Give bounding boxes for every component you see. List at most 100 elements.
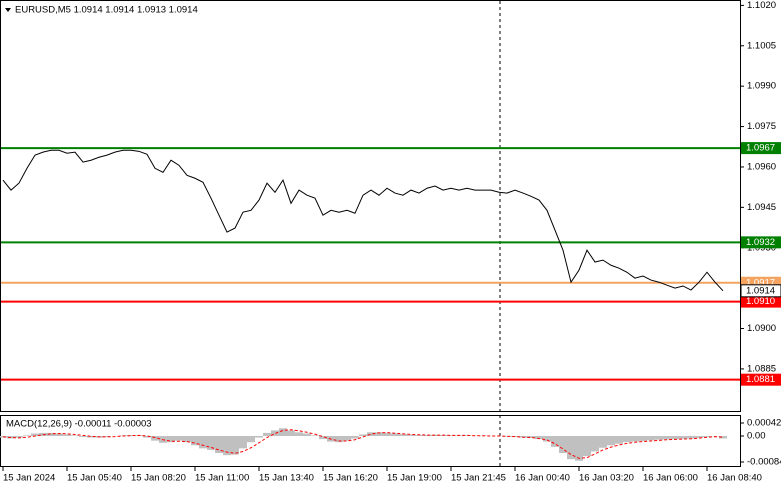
level-label: 1.0917 [746,277,775,288]
macd-bar [703,436,711,437]
macd-bar [63,434,71,436]
macd-tick-label: -0.00084 [747,457,781,468]
macd-bar [367,432,375,436]
macd-bar [335,436,343,443]
macd-bar [407,434,415,436]
main-panel [0,0,741,412]
macd-bar [623,436,631,443]
menu-arrow [5,8,11,12]
macd-bar [391,433,399,436]
macd-bar [167,436,175,443]
macd-bar [375,432,383,436]
last-price-label: 1.0914 [746,285,775,296]
x-tick-label: 15 Jan 16:20 [323,473,378,484]
macd-bar [719,436,727,439]
macd-bar [87,436,95,438]
macd-bar [303,433,311,436]
macd-bar [271,430,279,436]
macd-bar [415,435,423,436]
level-label: 1.0967 [746,143,775,154]
level-label-box [741,236,781,249]
chart-title: EURUSD,M5 1.0914 1.0914 1.0913 1.0914 [15,5,198,16]
macd-bar [279,428,287,436]
macd-bar [383,432,391,436]
macd-bar [591,436,599,452]
y-tick-label: 1.0885 [747,363,776,374]
last-price-box [740,284,781,298]
level-label-box [741,142,781,155]
macd-bar [615,436,623,444]
y-tick-label: 1.0960 [747,161,776,172]
macd-bar [183,436,191,443]
macd-bar [15,436,23,438]
x-tick-label: 16 Jan 08:40 [707,473,762,484]
macd-bar [447,435,455,436]
macd-bar [247,436,255,443]
macd-bar [55,433,63,436]
macd-bar [551,436,559,447]
macd-bar [359,434,367,436]
macd-title: MACD(12,26,9) -0.00011 -0.00003 [6,419,152,430]
macd-bar [71,435,79,436]
macd-bar [263,432,271,436]
macd-bar [575,436,583,461]
macd-bar [607,436,615,446]
level-label-box [741,295,781,308]
macd-bar [215,436,223,454]
macd-bar [207,436,215,450]
macd-bar [151,436,159,441]
macd-bar [599,436,607,448]
macd-bar [535,436,543,440]
y-tick-label: 1.0945 [747,202,776,213]
price-line [2,149,724,292]
y-tick-label: 1.1020 [747,0,776,11]
macd-bar [199,436,207,449]
x-tick-label: 16 Jan 06:00 [643,473,698,484]
macd-bar [231,436,239,455]
x-tick-label: 15 Jan 13:40 [259,473,314,484]
x-tick-label: 15 Jan 21:45 [451,473,506,484]
macd-bar [295,432,303,436]
x-tick-label: 15 Jan 19:00 [387,473,442,484]
macd-bar [223,436,231,456]
macd-bar [543,436,551,442]
macd-bar [7,436,15,439]
macd-bar [311,435,319,436]
level-label: 1.0932 [746,237,775,248]
macd-bar [351,436,359,439]
y-tick-label: 1.1005 [747,40,776,51]
macd-bar [191,436,199,446]
macd-bar [639,436,647,441]
macd-bar [671,436,679,440]
macd-bar [663,436,671,440]
macd-bar [679,436,687,439]
x-tick-label: 15 Jan 05:40 [67,473,122,484]
macd-bar [287,430,295,436]
level-label-box [741,373,781,386]
macd-bar [239,436,247,449]
macd-bar [47,432,55,436]
macd-bar [103,436,111,437]
macd-bar [695,436,703,438]
macd-signal [2,429,724,459]
macd-bar [423,435,431,436]
macd-bar [399,434,407,436]
x-tick-label: 15 Jan 08:20 [131,473,186,484]
macd-bar [583,436,591,457]
macd-bar [319,436,327,440]
macd-bar [463,435,471,436]
macd-bar [79,436,87,437]
macd-bar [23,435,31,436]
macd-bar [647,436,655,441]
level-label: 1.0881 [746,374,775,385]
macd-bar [143,436,151,438]
macd-bar [175,436,183,441]
y-tick-label: 1.0990 [747,81,776,92]
y-tick-label: 1.0900 [747,323,776,334]
macd-bar [631,436,639,442]
macd-bar [559,436,567,454]
x-tick-label: 15 Jan 2024 [3,473,55,484]
macd-tick-label: 0.00 [747,431,766,442]
macd-bar [687,436,695,439]
